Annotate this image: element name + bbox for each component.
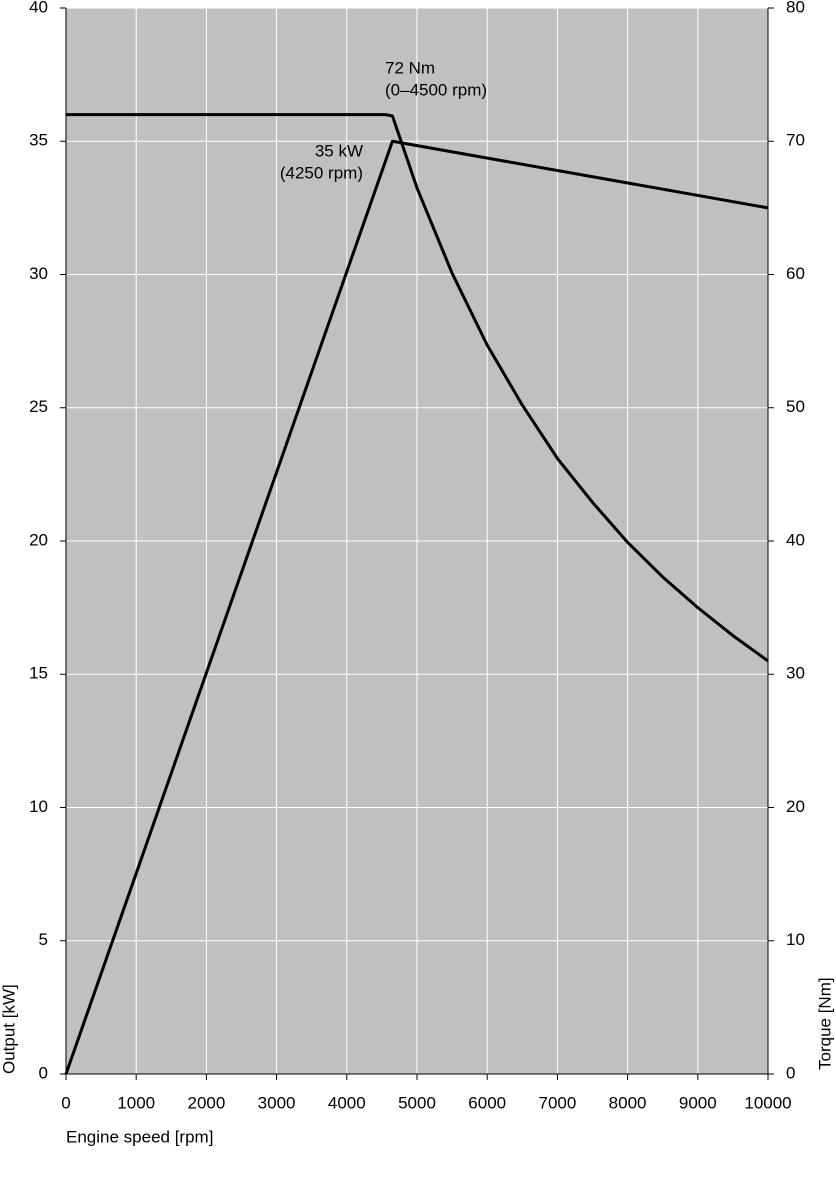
y-tick-label: 25 bbox=[29, 397, 48, 416]
y2-tick-label: 70 bbox=[786, 131, 805, 150]
annotation: (4250 rpm) bbox=[280, 163, 363, 182]
x-tick-label: 5000 bbox=[398, 1093, 436, 1112]
x-tick-label: 2000 bbox=[187, 1093, 225, 1112]
y-tick-label: 10 bbox=[29, 797, 48, 816]
y2-tick-label: 20 bbox=[786, 797, 805, 816]
y-tick-label: 30 bbox=[29, 264, 48, 283]
y2-tick-label: 40 bbox=[786, 530, 805, 549]
y-tick-label: 0 bbox=[39, 1063, 48, 1082]
y-tick-label: 35 bbox=[29, 131, 48, 150]
y2-tick-label: 80 bbox=[786, 0, 805, 16]
x-tick-label: 9000 bbox=[679, 1093, 717, 1112]
y-tick-label: 20 bbox=[29, 530, 48, 549]
annotation: 72 Nm bbox=[385, 58, 435, 77]
y2-tick-label: 50 bbox=[786, 397, 805, 416]
x-tick-label: 7000 bbox=[538, 1093, 576, 1112]
y-tick-label: 5 bbox=[39, 930, 48, 949]
x-tick-label: 1000 bbox=[117, 1093, 155, 1112]
series-line bbox=[66, 113, 769, 663]
series-line bbox=[64, 139, 769, 1075]
y2-tick-label: 10 bbox=[786, 930, 805, 949]
x-axis-label: Engine speed [rpm] bbox=[66, 1127, 213, 1146]
y2-tick-label: 30 bbox=[786, 664, 805, 683]
y2-axis-label: Torque [Nm] bbox=[815, 977, 834, 1070]
annotation: 35 kW bbox=[315, 141, 363, 160]
x-tick-label: 6000 bbox=[468, 1093, 506, 1112]
y-tick-label: 15 bbox=[29, 664, 48, 683]
y2-tick-label: 0 bbox=[786, 1063, 795, 1082]
x-tick-label: 4000 bbox=[328, 1093, 366, 1112]
x-tick-label: 0 bbox=[61, 1093, 70, 1112]
y-tick-label: 40 bbox=[29, 0, 48, 16]
y2-tick-label: 60 bbox=[786, 264, 805, 283]
x-tick-label: 8000 bbox=[609, 1093, 647, 1112]
annotation: (0–4500 rpm) bbox=[385, 80, 487, 99]
x-tick-label: 10000 bbox=[744, 1093, 791, 1112]
y-axis-label: Output [kW] bbox=[0, 984, 18, 1074]
x-tick-label: 3000 bbox=[258, 1093, 296, 1112]
